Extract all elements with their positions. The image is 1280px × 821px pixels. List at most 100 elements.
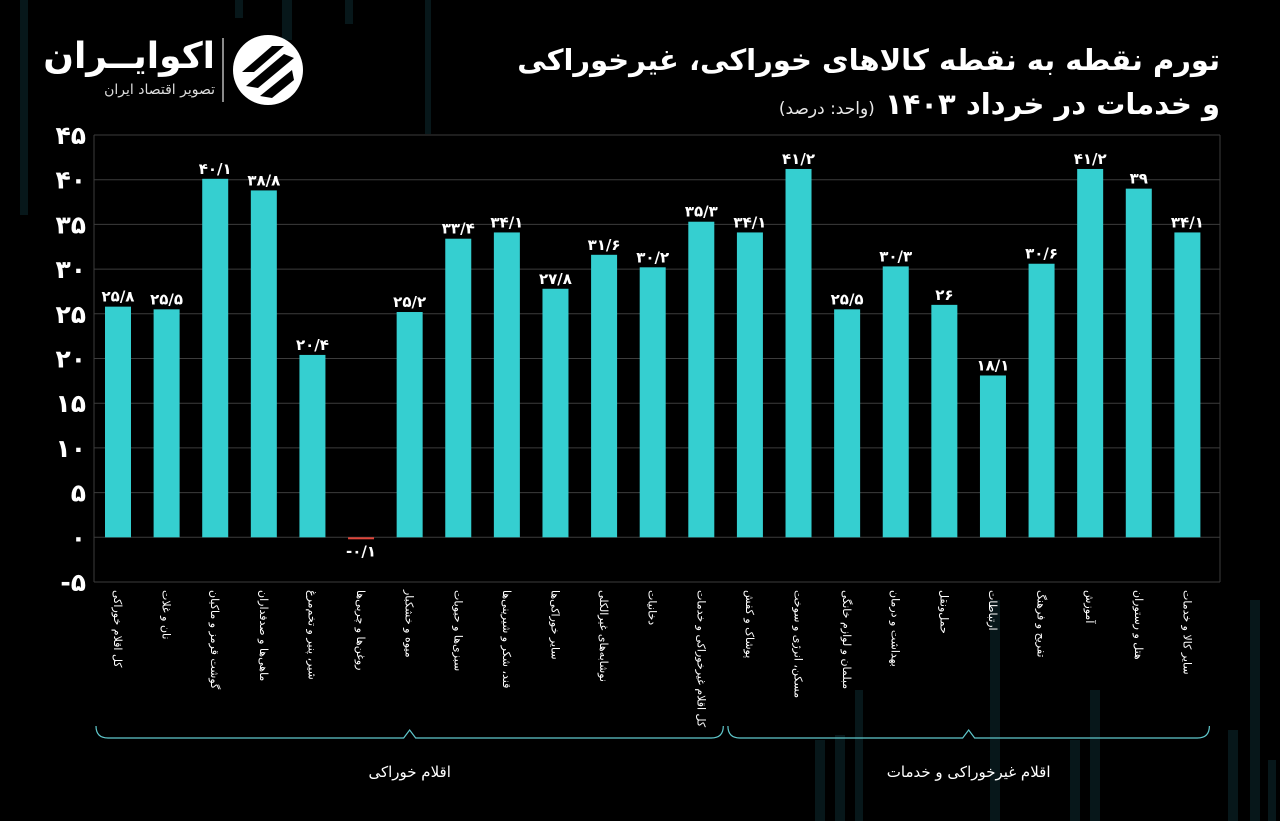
title-line-2-text: و خدمات در خرداد ۱۴۰۳ [884, 87, 1220, 121]
x-category-label: تفریح و فرهنگ [1035, 590, 1048, 657]
decoration-bar [835, 735, 845, 821]
bar-value-label: ۲۵/۵ [831, 290, 864, 308]
bar [688, 221, 715, 538]
x-category-label: سبزی‌ها و حبوبات [451, 590, 464, 671]
bar-value-label: ۴۱/۲ [1074, 150, 1107, 168]
unit-label: (واحد: درصد) [778, 99, 875, 119]
bar [1028, 263, 1055, 538]
x-category-label: شیر، پنیر و تخم‌مرغ [305, 590, 318, 680]
bar [348, 537, 375, 540]
y-tick-label: ۵ [71, 479, 86, 508]
x-category-label: کل اقلام غیرخوراکی و خدمات [694, 590, 707, 728]
decoration-bar [425, 0, 431, 134]
logo: اکوایــران تصویر اقتصاد ایران [43, 30, 310, 110]
bar [834, 309, 861, 538]
bar-value-label: ۳۴/۱ [733, 213, 766, 231]
bar [785, 168, 812, 538]
x-category-label: پوشاک و کفش [743, 590, 756, 658]
decoration-bar [345, 0, 353, 24]
decoration-bar [990, 600, 1000, 821]
bar-value-label: ۳۱/۶ [588, 236, 621, 254]
logo-divider [222, 38, 224, 102]
bar [1174, 232, 1201, 538]
y-tick-label: ۳۵ [55, 210, 86, 239]
bar [153, 309, 180, 538]
y-tick-label: -۵ [60, 568, 86, 597]
bar-value-label: ۴۰/۱ [199, 160, 232, 178]
x-category-label: سایر خوراکی‌ها [548, 590, 561, 660]
bar-value-label: ۳۰/۶ [1025, 245, 1058, 263]
bar [1077, 168, 1104, 538]
x-category-label: سایر کالا و خدمات [1180, 590, 1193, 675]
bar [591, 254, 618, 538]
decoration-bar [235, 0, 243, 18]
title-line-2: و خدمات در خرداد ۱۴۰۳ (واحد: درصد) [517, 82, 1220, 131]
decoration-bar [1228, 730, 1238, 821]
x-category-label: بهداشت و درمان [889, 590, 902, 667]
y-tick-label: ۳۰ [55, 255, 86, 284]
x-category-label: آموزش [1083, 590, 1097, 624]
chart-title: تورم نقطه به نقطه کالاهای خوراکی، غیرخور… [517, 38, 1220, 131]
bar [299, 354, 326, 538]
decoration-bar [815, 740, 825, 821]
y-tick-label: ۲۰ [55, 345, 86, 374]
decoration-bar [855, 690, 863, 821]
bar [1125, 188, 1152, 538]
bar [736, 232, 763, 538]
x-category-label: نان و غلات [160, 590, 173, 639]
bar [931, 304, 958, 538]
y-tick-label: ۴۵ [55, 121, 86, 150]
y-tick-label: ۱۵ [55, 389, 86, 418]
decoration-bar [1070, 740, 1080, 821]
bar-value-label: ۳۸/۸ [247, 171, 280, 189]
bar [639, 267, 666, 538]
x-category-label: نوشابه‌های غیرالکلی [597, 590, 610, 682]
bar-value-label: ۳۴/۱ [490, 213, 523, 231]
x-category-label: کل اقلام خوراکی [111, 590, 124, 668]
title-line-1: تورم نقطه به نقطه کالاهای خوراکی، غیرخور… [517, 43, 1220, 77]
x-category-label: مسکن، انرژی و سوخت [792, 590, 805, 698]
bar [250, 190, 277, 538]
logo-subtitle: تصویر اقتصاد ایران [104, 82, 215, 98]
x-category-label: گوشت قرمز و ماکیان [208, 590, 221, 690]
x-category-label: قند، شکر و شیرینی‌ها [500, 590, 513, 688]
decoration-bar [20, 0, 28, 215]
x-category-label: دخانیات [646, 590, 659, 625]
x-category-label: ارتباطات [986, 590, 999, 631]
bar-value-label: ۳۹ [1130, 170, 1148, 188]
bar [202, 178, 229, 538]
bar [493, 232, 520, 538]
bar-value-label: ۴۱/۲ [782, 150, 815, 168]
bar [882, 266, 909, 538]
bar [105, 306, 131, 538]
x-category-label: مبلمان و لوازم خانگی [840, 590, 853, 689]
bar [396, 312, 423, 538]
x-category-label: حمل‌ونقل [937, 590, 950, 634]
x-category-label: ماهی‌ها و صدفداران [257, 590, 270, 681]
bar-value-label: ۲۵/۵ [150, 290, 183, 308]
x-category-label: میوه و خشکبار [403, 589, 416, 658]
bar [445, 238, 472, 538]
y-tick-label: ۲۵ [55, 300, 86, 329]
bar-value-label: ۳۴/۱ [1171, 213, 1204, 231]
bar-value-label: ۲۷/۸ [539, 270, 572, 288]
logo-name: اکوایــران [43, 36, 215, 77]
bar-value-label: ۱۸/۱ [976, 356, 1009, 374]
y-tick-label: ۰ [71, 523, 86, 552]
bar [542, 288, 569, 538]
y-tick-label: ۱۰ [55, 434, 86, 463]
bar-value-label: ۳۵/۳ [685, 203, 718, 221]
bar-value-label: -۰/۱ [346, 542, 376, 560]
group-label: اقلام غیرخوراکی و خدمات [887, 763, 1051, 781]
decoration-bar [1268, 760, 1276, 821]
y-tick-label: ۴۰ [55, 166, 86, 195]
x-category-label: هتل و رستوران [1132, 590, 1145, 660]
bar-value-label: ۲۰/۴ [296, 336, 329, 354]
group-label: اقلام خوراکی [368, 763, 450, 781]
group-bracket [95, 725, 724, 739]
bar-value-label: ۲۵/۸ [102, 288, 135, 306]
decoration-bar [282, 0, 292, 40]
bar-value-label: ۲۵/۲ [393, 293, 426, 311]
